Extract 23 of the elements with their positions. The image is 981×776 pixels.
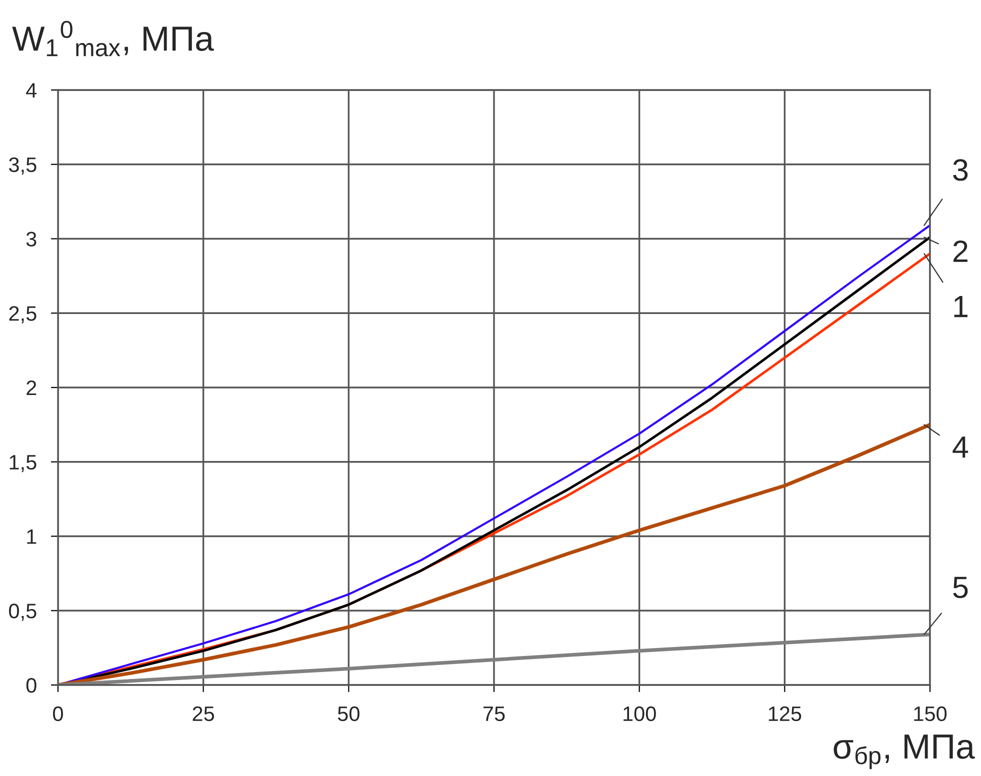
y-tick-label: 3 — [26, 232, 36, 247]
x-tick-label: 100 — [624, 706, 656, 722]
x-tick-label: 25 — [192, 706, 214, 722]
y-tick-label: 3,5 — [9, 157, 36, 175]
x-tick-label: 0 — [53, 706, 63, 722]
series-label: 5 — [953, 576, 968, 598]
y-tick-label: 0,5 — [9, 604, 36, 621]
y-tick-label: 1,5 — [10, 455, 36, 472]
y-tick-label: 4 — [26, 83, 37, 98]
y-axis-title: W$_{1}$$^{0}$$_{max}$, МПа — [12, 20, 214, 56]
y-tick-label: 2 — [26, 380, 36, 396]
x-tick-label: 75 — [483, 706, 505, 722]
series-label: 4 — [952, 436, 968, 458]
series-label: 1 — [954, 296, 968, 318]
x-tick-label: 150 — [914, 706, 947, 722]
series-label: 3 — [953, 159, 968, 181]
x-tick-label: 50 — [338, 706, 360, 722]
x-tick-label: 125 — [768, 706, 802, 722]
series-label: 2 — [954, 240, 968, 262]
y-tick-label: 2,5 — [9, 306, 36, 324]
y-tick-label: 0 — [26, 678, 36, 693]
x-axis-title: σ$_{бр}$, МПа — [834, 734, 975, 770]
y-tick-label: 1 — [27, 529, 36, 544]
